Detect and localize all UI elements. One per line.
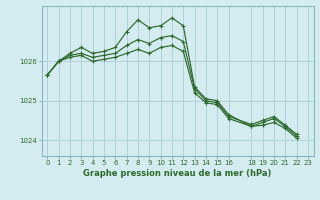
X-axis label: Graphe pression niveau de la mer (hPa): Graphe pression niveau de la mer (hPa) <box>84 169 272 178</box>
